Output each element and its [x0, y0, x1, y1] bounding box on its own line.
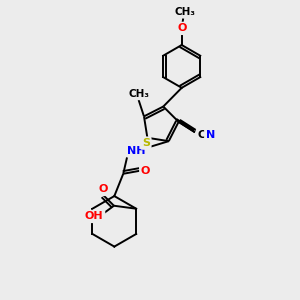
Text: S: S — [142, 138, 150, 148]
Text: C: C — [197, 130, 206, 140]
Text: NH: NH — [128, 146, 146, 156]
Text: N: N — [206, 130, 215, 140]
Text: O: O — [141, 166, 150, 176]
Text: O: O — [99, 184, 108, 194]
Text: OH: OH — [85, 212, 104, 221]
Text: O: O — [177, 23, 186, 33]
Text: CH₃: CH₃ — [128, 89, 149, 99]
Text: CH₃: CH₃ — [174, 7, 195, 17]
